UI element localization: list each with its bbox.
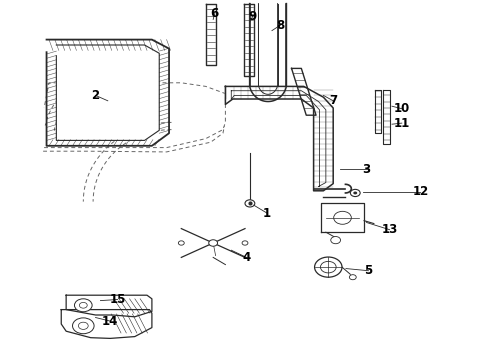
Text: 13: 13 bbox=[381, 223, 398, 236]
Circle shape bbox=[242, 241, 248, 245]
Text: 9: 9 bbox=[249, 10, 257, 23]
Text: 6: 6 bbox=[211, 7, 219, 20]
Text: 12: 12 bbox=[412, 185, 429, 198]
Polygon shape bbox=[225, 86, 333, 191]
Text: 8: 8 bbox=[276, 19, 284, 32]
Text: 7: 7 bbox=[329, 94, 337, 107]
Circle shape bbox=[350, 189, 360, 197]
Text: 11: 11 bbox=[393, 117, 410, 130]
Circle shape bbox=[178, 241, 184, 245]
Text: 10: 10 bbox=[393, 102, 410, 115]
Polygon shape bbox=[61, 310, 152, 338]
Polygon shape bbox=[206, 4, 216, 65]
Circle shape bbox=[209, 240, 218, 246]
Polygon shape bbox=[383, 90, 390, 144]
Polygon shape bbox=[56, 45, 159, 140]
Text: 15: 15 bbox=[109, 293, 126, 306]
Text: 14: 14 bbox=[102, 315, 119, 328]
Polygon shape bbox=[321, 203, 364, 232]
Circle shape bbox=[73, 318, 94, 334]
Text: 3: 3 bbox=[363, 163, 370, 176]
Text: 5: 5 bbox=[365, 264, 372, 277]
Text: 1: 1 bbox=[263, 207, 271, 220]
Polygon shape bbox=[375, 90, 381, 133]
Text: 2: 2 bbox=[92, 89, 99, 102]
Circle shape bbox=[74, 299, 92, 312]
Circle shape bbox=[353, 192, 357, 194]
Polygon shape bbox=[47, 40, 169, 146]
Polygon shape bbox=[292, 68, 316, 115]
Circle shape bbox=[331, 237, 341, 244]
Text: 4: 4 bbox=[243, 251, 250, 264]
Polygon shape bbox=[244, 4, 254, 76]
Polygon shape bbox=[66, 295, 152, 317]
Circle shape bbox=[245, 200, 255, 207]
Circle shape bbox=[315, 257, 342, 277]
